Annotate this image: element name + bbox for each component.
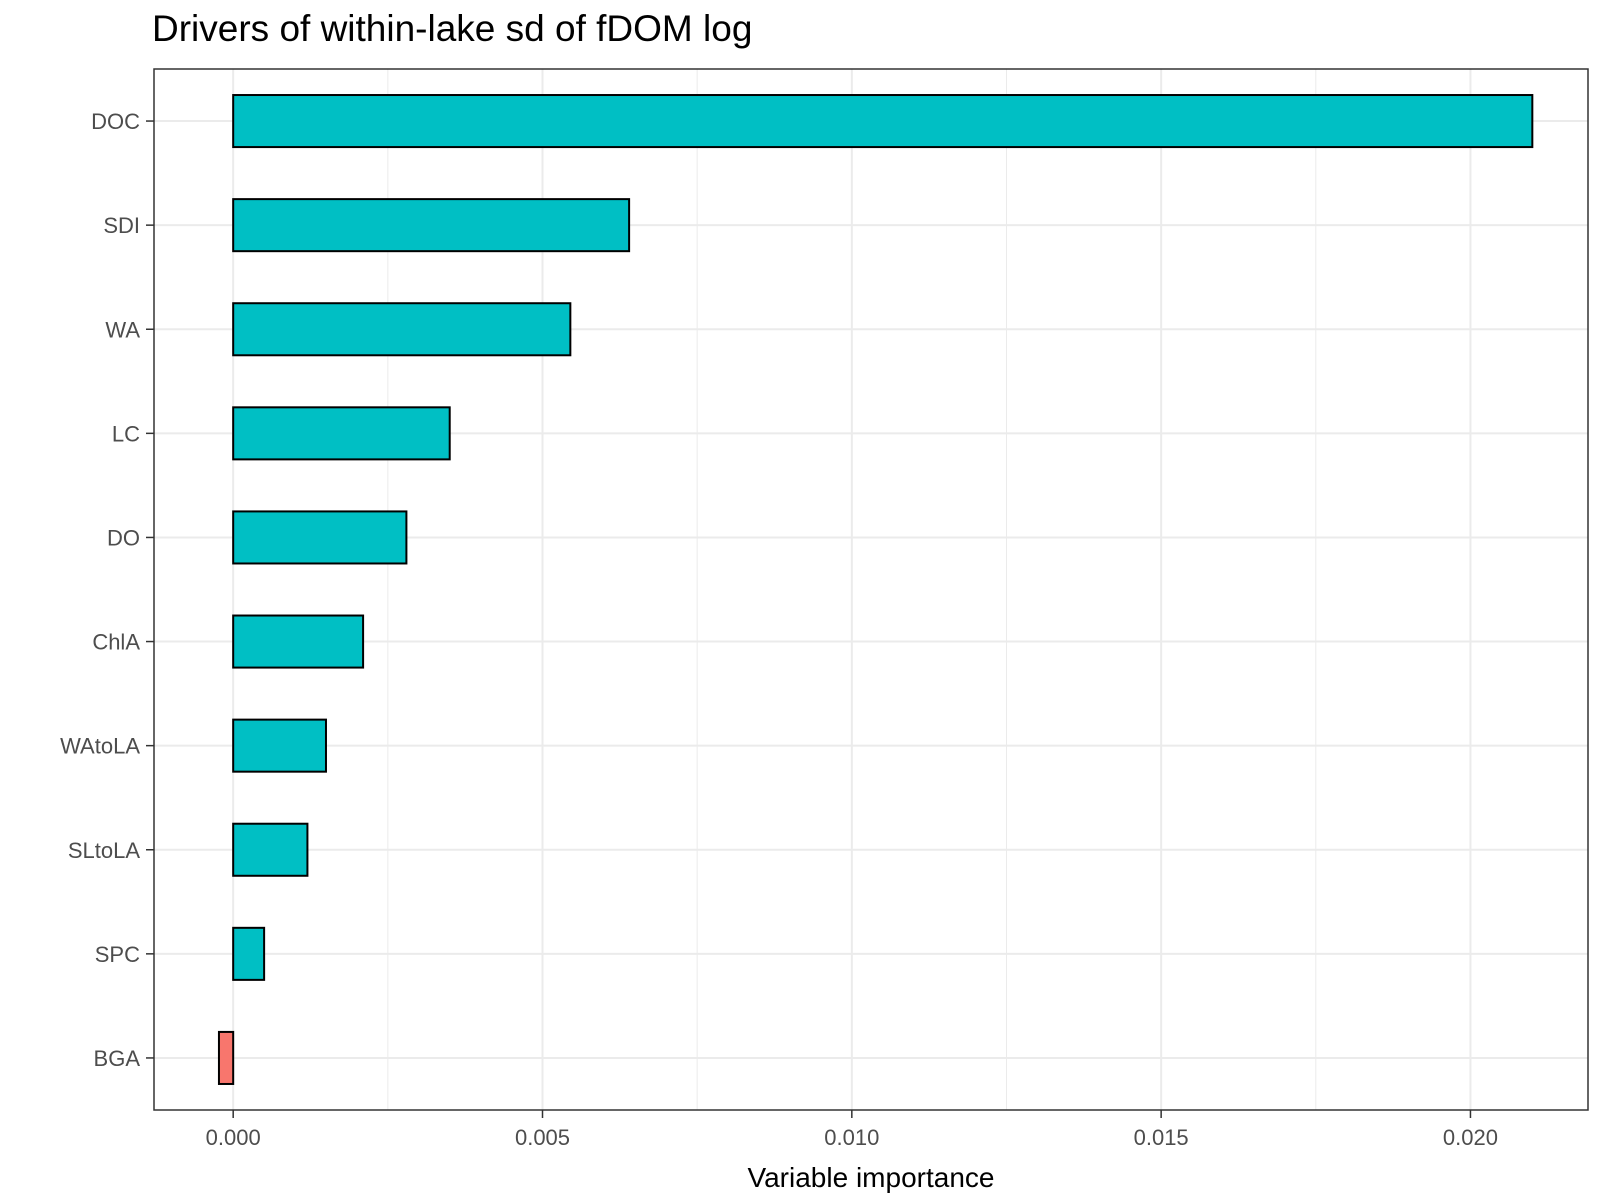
y-tick-label: WAtoLA	[60, 734, 140, 759]
y-tick-label: DOC	[91, 109, 140, 134]
y-tick-label: SDI	[103, 213, 140, 238]
y-tick-label: BGA	[94, 1046, 141, 1071]
bar-wa	[232, 302, 572, 357]
bar-sdi	[232, 198, 631, 253]
bar-spc	[232, 926, 266, 981]
y-tick-label: DO	[107, 525, 140, 550]
bar-bga	[217, 1030, 235, 1085]
x-tick-label: 0.000	[206, 1125, 261, 1150]
y-tick-label: SLtoLA	[68, 838, 140, 863]
y-tick-label: SPC	[95, 942, 140, 967]
chart-title: Drivers of within-lake sd of fDOM log	[152, 8, 753, 49]
x-axis-title: Variable importance	[748, 1162, 995, 1193]
x-tick-label: 0.010	[824, 1125, 879, 1150]
x-tick-label: 0.020	[1443, 1125, 1498, 1150]
y-tick-label: WA	[105, 317, 140, 342]
panel-border	[153, 68, 1589, 1111]
axes: DOC SDI WA LC DO ChlA WAtoLA SLtoLA SPC BGA 0.000 0…	[60, 109, 1498, 1150]
x-tick-label: 0.005	[515, 1125, 570, 1150]
bar-doc	[232, 94, 1534, 149]
bars	[217, 94, 1534, 1085]
bar-sltola	[232, 822, 309, 877]
x-tick-label: 0.015	[1134, 1125, 1189, 1150]
bar-do	[232, 510, 408, 565]
bar-watola	[232, 718, 327, 773]
y-tick-label: ChlA	[92, 630, 140, 655]
y-tick-label: LC	[112, 421, 140, 446]
bar-lc	[232, 406, 451, 461]
bar-chla	[232, 614, 365, 669]
